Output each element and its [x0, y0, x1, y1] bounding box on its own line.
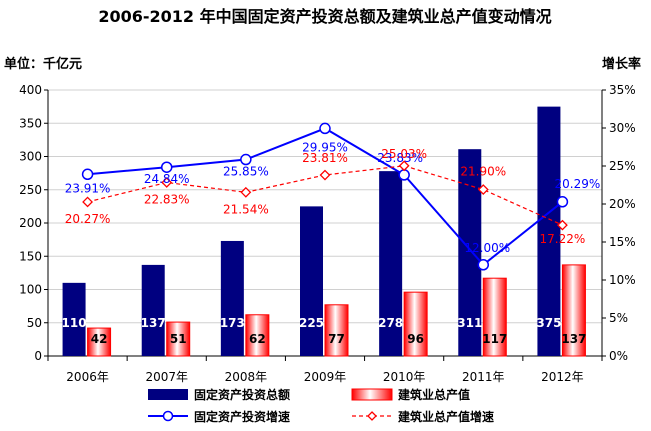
bar-fixed-asset-investment — [458, 149, 482, 356]
legend-label-fixed-asset-investment: 固定资产投资总额 — [194, 387, 290, 402]
bar-fixed-asset-investment — [141, 264, 165, 356]
bar-label-fixed-asset-investment: 311 — [457, 316, 482, 330]
right-tick-label: 5% — [609, 311, 628, 325]
bar-construction-output — [561, 264, 586, 357]
label-fixed-asset-growth: 24.84% — [144, 172, 190, 186]
x-tick-label: 2007年 — [145, 370, 188, 384]
left-tick-label: 100 — [19, 283, 42, 297]
legend-label-fixed-asset-growth: 固定资产投资增速 — [194, 409, 290, 424]
left-tick-label: 50 — [27, 316, 42, 330]
legend-swatch-fixed-asset-investment — [148, 389, 188, 400]
right-tick-label: 30% — [609, 121, 636, 135]
marker-construction-growth — [319, 169, 331, 181]
bar-label-construction-output: 96 — [407, 332, 424, 346]
bar-label-fixed-asset-investment: 137 — [141, 316, 166, 330]
right-axis-unit: 增长率 — [602, 56, 641, 72]
bar-label-construction-output: 51 — [170, 332, 187, 346]
left-tick-label: 300 — [19, 150, 42, 164]
legend-marker-fixed-asset-growth — [162, 410, 174, 422]
left-tick-label: 400 — [19, 83, 42, 97]
right-tick-label: 0% — [609, 349, 628, 363]
data-labels: 110421375117362225772789631111737513723.… — [62, 140, 601, 346]
left-tick-label: 200 — [19, 216, 42, 230]
lines — [81, 122, 569, 271]
bar-construction-output — [324, 304, 349, 357]
left-tick-label: 350 — [19, 116, 42, 130]
bar-label-fixed-asset-investment: 278 — [378, 316, 403, 330]
bars — [62, 106, 586, 357]
label-fixed-asset-growth: 23.91% — [65, 181, 111, 195]
bar-fixed-asset-investment — [220, 240, 244, 356]
label-fixed-asset-growth: 29.95% — [302, 140, 348, 154]
right-tick-label: 20% — [609, 197, 636, 211]
label-construction-growth: 21.54% — [223, 202, 269, 216]
label-fixed-asset-growth: 12.00% — [464, 241, 510, 255]
marker-construction-growth — [398, 160, 410, 172]
marker-fixed-asset-growth — [240, 153, 252, 166]
x-tick-label: 2010年 — [383, 370, 426, 384]
marker-fixed-asset-growth — [477, 259, 490, 271]
left-tick-label: 150 — [19, 249, 42, 263]
x-tick-label: 2011年 — [462, 370, 505, 384]
bar-label-construction-output: 62 — [249, 332, 266, 346]
bar-fixed-asset-investment — [379, 171, 403, 356]
x-tick-label: 2006年 — [66, 370, 109, 384]
marker-fixed-asset-growth — [160, 161, 173, 173]
marker-construction-growth — [82, 196, 93, 208]
marker-construction-growth — [557, 219, 568, 231]
marker-construction-growth — [161, 177, 173, 188]
left-tick-label: 0 — [34, 349, 42, 363]
right-tick-label: 25% — [609, 159, 636, 173]
x-tick-label: 2012年 — [541, 370, 584, 384]
axes: 0 50 100 150 200 250 300 350 400 0% 5% 10% 15% 20% 25%… — [19, 83, 636, 384]
marker-construction-growth — [477, 184, 489, 195]
left-tick-label: 250 — [19, 183, 42, 197]
right-tick-label: 10% — [609, 273, 636, 287]
bar-construction-output — [482, 277, 507, 357]
legend-label-construction-output: 建筑业总产值 — [397, 387, 470, 402]
label-fixed-asset-growth: 20.29% — [555, 177, 601, 191]
chart-title: 2006-2012 年中国固定资产投资总额及建筑业总产值变动情况 — [98, 7, 551, 26]
right-tick-label: 15% — [609, 235, 636, 249]
bar-construction-output — [166, 321, 191, 357]
bar-construction-output — [403, 291, 428, 357]
bar-label-construction-output: 77 — [328, 332, 345, 346]
marker-construction-growth — [240, 186, 252, 198]
label-fixed-asset-growth: 23.83% — [377, 151, 423, 165]
x-tick-label: 2009年 — [304, 370, 347, 384]
label-construction-growth: 22.83% — [144, 192, 190, 206]
x-tick-label: 2008年 — [225, 370, 268, 384]
label-construction-growth: 17.22% — [540, 232, 586, 246]
bar-fixed-asset-investment — [537, 106, 561, 356]
legend-label-construction-growth: 建筑业总产值增速 — [397, 409, 494, 424]
bar-construction-output — [87, 327, 112, 357]
marker-fixed-asset-growth — [319, 122, 331, 135]
label-construction-growth: 25.03% — [381, 147, 427, 161]
legend-marker-construction-growth — [367, 411, 377, 421]
bar-construction-output — [245, 314, 270, 357]
bar-label-construction-output: 137 — [561, 332, 586, 346]
label-construction-growth: 20.27% — [65, 212, 111, 226]
legend-swatch-construction-output — [351, 388, 393, 401]
bar-label-construction-output: 117 — [482, 332, 507, 346]
bar-label-fixed-asset-investment: 173 — [220, 316, 245, 330]
right-tick-label: 35% — [609, 83, 636, 97]
bar-label-fixed-asset-investment: 110 — [62, 316, 87, 330]
label-construction-growth: 21.90% — [460, 165, 506, 179]
bar-fixed-asset-investment — [300, 206, 323, 356]
marker-fixed-asset-growth — [556, 196, 569, 208]
bar-label-fixed-asset-investment: 375 — [536, 316, 561, 330]
gridlines — [48, 89, 602, 324]
bar-label-fixed-asset-investment: 225 — [299, 316, 324, 330]
bar-fixed-asset-investment — [62, 282, 86, 356]
label-construction-growth: 23.81% — [302, 151, 348, 165]
marker-fixed-asset-growth — [81, 168, 94, 181]
bar-label-construction-output: 42 — [91, 332, 108, 346]
left-axis-unit: 单位：千亿元 — [4, 56, 82, 72]
label-fixed-asset-growth: 25.85% — [223, 165, 269, 179]
marker-fixed-asset-growth — [398, 169, 410, 181]
